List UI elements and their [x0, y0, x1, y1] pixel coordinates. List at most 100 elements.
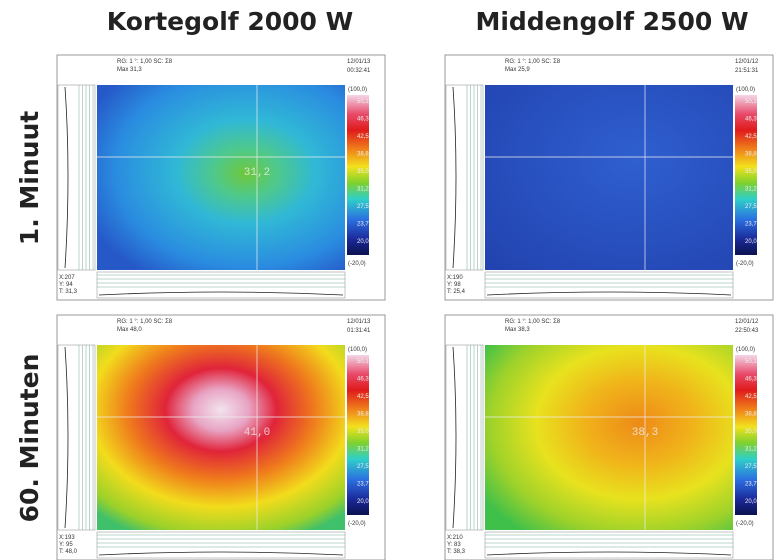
scale-label: 46,3 [357, 377, 369, 383]
profile-left [57, 84, 96, 271]
scale-label: 31,2 [745, 447, 757, 453]
scale-top: (100,0) [348, 347, 367, 353]
row-title: 1. Minuut [15, 111, 44, 245]
readout: T: 25,4 [447, 289, 466, 295]
center-reading: 41,0 [244, 427, 270, 439]
scale-label: 35,0 [357, 169, 369, 175]
readout: Y: 95 [59, 542, 73, 548]
scale-bottom: (-20,0) [736, 261, 754, 267]
scale-label: 42,5 [357, 134, 369, 140]
scale-label: 23,7 [745, 482, 757, 488]
column-title: Middengolf 2500 W [475, 7, 748, 36]
profile-curve [98, 551, 344, 556]
profile-left [445, 84, 484, 271]
scale-label: 38,8 [745, 152, 757, 158]
center-reading: 31,2 [244, 167, 270, 179]
scale-bottom: (-20,0) [736, 521, 754, 527]
readout: X:210 [447, 535, 463, 541]
scale-label: 23,7 [745, 222, 757, 228]
readout: T: 38,3 [447, 549, 466, 555]
profile-curve [486, 291, 732, 296]
time: 01:31:41 [347, 328, 371, 334]
date: 12/01/13 [347, 59, 371, 65]
scale-label: 46,3 [745, 377, 757, 383]
scale-label: 38,8 [745, 412, 757, 418]
scale-top: (100,0) [348, 87, 367, 93]
scale-bar [735, 355, 757, 515]
readout: T: 48,0 [59, 549, 78, 555]
scale-bar [347, 95, 369, 255]
profile-bottom [484, 271, 734, 299]
scale-label: 35,0 [745, 169, 757, 175]
max: Max 25,9 [505, 67, 530, 73]
header: RG: 1 °: 1,00 SC: Σ8 [505, 319, 561, 325]
thermal-image [97, 85, 345, 270]
center-reading: 38,3 [632, 427, 658, 439]
profile-curve [64, 346, 69, 529]
scale-label: 27,5 [357, 464, 369, 470]
time: 22:50:43 [735, 328, 759, 334]
scale-label: 42,5 [745, 394, 757, 400]
readout: Y: 98 [447, 282, 461, 288]
header: RG: 1 °: 1,00 SC: Σ8 [117, 319, 173, 325]
profile-left [57, 344, 96, 531]
profile-left [445, 344, 484, 531]
scale-label: 27,5 [745, 464, 757, 470]
profile-curve [64, 86, 69, 269]
thermal-image [97, 345, 345, 530]
scale-label: 23,7 [357, 482, 369, 488]
scale-label: 27,5 [745, 204, 757, 210]
column-title: Kortegolf 2000 W [107, 7, 353, 36]
readout: Y: 94 [59, 282, 73, 288]
scale-bar [735, 95, 757, 255]
scale-top: (100,0) [736, 347, 755, 353]
scale-label: 50,1 [745, 99, 757, 105]
profile-curve [452, 346, 457, 529]
scale-label: 50,1 [357, 99, 369, 105]
profile-bottom [484, 531, 734, 559]
scale-bar [347, 355, 369, 515]
readout: X:207 [59, 275, 75, 281]
scale-label: 46,3 [357, 117, 369, 123]
profile-curve [452, 86, 457, 269]
scale-label: 31,2 [357, 447, 369, 453]
scale-bottom: (-20,0) [348, 261, 366, 267]
max: Max 48,0 [117, 327, 142, 333]
scale-label: 31,2 [745, 187, 757, 193]
max: Max 31,3 [117, 67, 142, 73]
scale-label: 35,0 [357, 429, 369, 435]
readout: X:193 [59, 535, 75, 541]
date: 12/01/12 [735, 59, 759, 65]
profile-curve [486, 551, 732, 556]
header: RG: 1 °: 1,00 SC: Σ8 [505, 59, 561, 65]
date: 12/01/13 [347, 319, 371, 325]
scale-label: 38,8 [357, 152, 369, 158]
scale-label: 20,0 [357, 239, 369, 245]
profile-curve [98, 291, 344, 296]
scale-label: 20,0 [745, 239, 757, 245]
scale-bottom: (-20,0) [348, 521, 366, 527]
readout: T: 31,3 [59, 289, 78, 295]
profile-bottom [96, 271, 346, 299]
scale-label: 20,0 [357, 499, 369, 505]
scale-label: 38,8 [357, 412, 369, 418]
scale-label: 27,5 [357, 204, 369, 210]
time: 00:32:41 [347, 68, 371, 74]
time: 21:51:31 [735, 68, 759, 74]
thermal-image [485, 85, 733, 270]
scale-top: (100,0) [736, 87, 755, 93]
scale-label: 20,0 [745, 499, 757, 505]
readout: Y: 83 [447, 542, 461, 548]
readout: X:190 [447, 275, 463, 281]
scale-label: 50,1 [357, 359, 369, 365]
scale-label: 42,5 [357, 394, 369, 400]
scale-label: 35,0 [745, 429, 757, 435]
scale-label: 42,5 [745, 134, 757, 140]
scale-label: 46,3 [745, 117, 757, 123]
row-title: 60. Minuten [15, 354, 44, 523]
max: Max 38,3 [505, 327, 530, 333]
header: RG: 1 °: 1,00 SC: Σ8 [117, 59, 173, 65]
date: 12/01/12 [735, 319, 759, 325]
scale-label: 23,7 [357, 222, 369, 228]
